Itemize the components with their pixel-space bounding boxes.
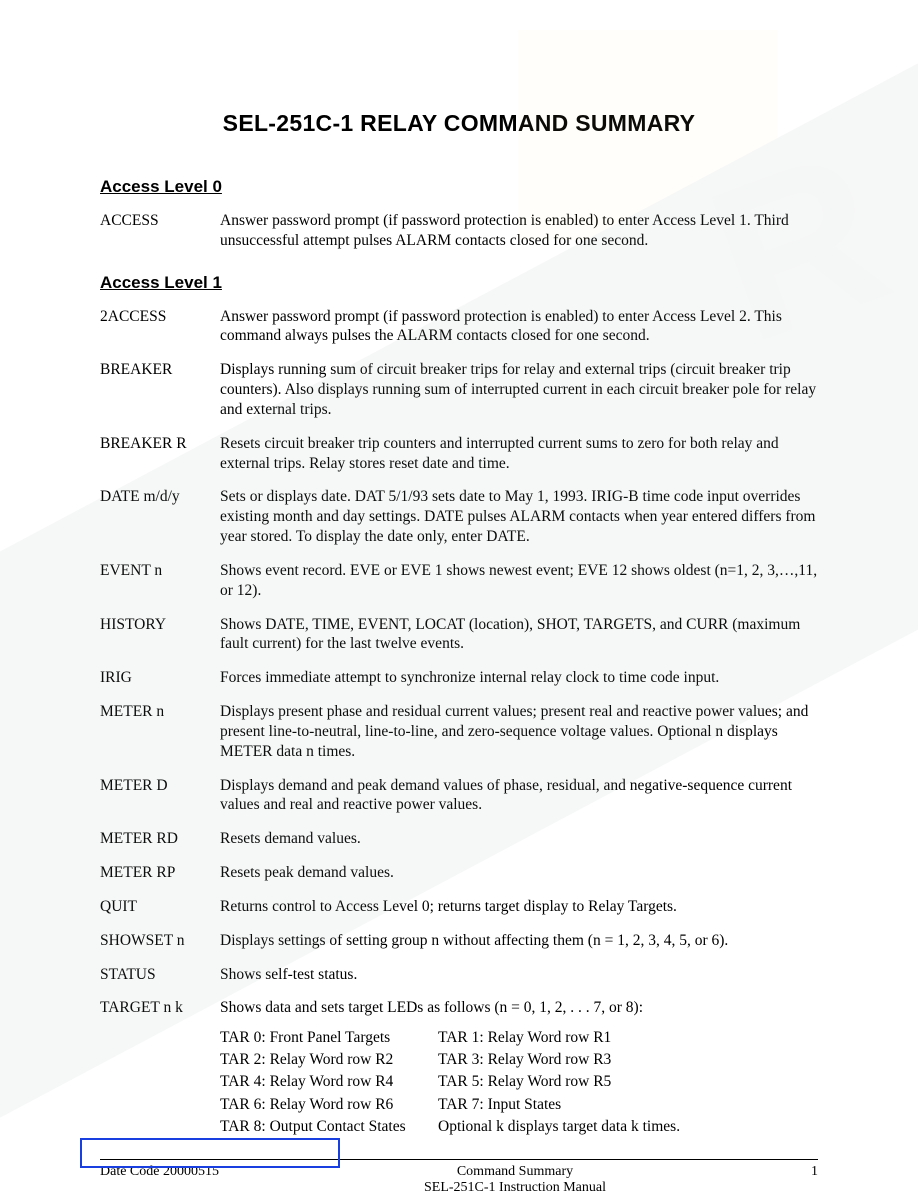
command-name: METER RD: [100, 829, 220, 849]
command-row: DATE m/d/ySets or displays date. DAT 5/1…: [100, 487, 818, 546]
command-name: BREAKER: [100, 360, 220, 419]
command-name: STATUS: [100, 965, 220, 985]
target-grid-cell: TAR 5: Relay Word row R5: [438, 1072, 818, 1092]
command-name: METER RP: [100, 863, 220, 883]
command-row: 2ACCESSAnswer password prompt (if passwo…: [100, 307, 818, 347]
command-name: BREAKER R: [100, 434, 220, 474]
section-header: Access Level 0: [100, 177, 818, 197]
command-row: IRIGForces immediate attempt to synchron…: [100, 668, 818, 688]
command-description: Shows event record. EVE or EVE 1 shows n…: [220, 561, 818, 601]
command-description: Shows data and sets target LEDs as follo…: [220, 998, 818, 1137]
target-grid-cell: TAR 7: Input States: [438, 1095, 818, 1115]
command-description: Resets demand values.: [220, 829, 818, 849]
command-description: Resets peak demand values.: [220, 863, 818, 883]
command-description: Resets circuit breaker trip counters and…: [220, 434, 818, 474]
command-description: Displays running sum of circuit breaker …: [220, 360, 818, 419]
command-description: Answer password prompt (if password prot…: [220, 211, 818, 251]
command-description: Displays settings of setting group n wit…: [220, 931, 818, 951]
page-title: SEL-251C-1 RELAY COMMAND SUMMARY: [100, 110, 818, 137]
command-row: METER DDisplays demand and peak demand v…: [100, 776, 818, 816]
target-grid-cell: TAR 1: Relay Word row R1: [438, 1028, 818, 1048]
command-name: IRIG: [100, 668, 220, 688]
command-row: ACCESSAnswer password prompt (if passwor…: [100, 211, 818, 251]
command-row: HISTORYShows DATE, TIME, EVENT, LOCAT (l…: [100, 615, 818, 655]
annotation-box: [80, 1138, 340, 1168]
command-name: SHOWSET n: [100, 931, 220, 951]
command-name: HISTORY: [100, 615, 220, 655]
section-header: Access Level 1: [100, 273, 818, 293]
document-page: R SEL-251C-1 RELAY COMMAND SUMMARY Acces…: [0, 0, 918, 1188]
command-row: METER nDisplays present phase and residu…: [100, 702, 818, 761]
sections-container: Access Level 0ACCESSAnswer password prom…: [100, 177, 818, 1137]
footer-center: Command Summary SEL-251C-1 Instruction M…: [219, 1164, 811, 1196]
command-description: Answer password prompt (if password prot…: [220, 307, 818, 347]
command-description: Shows self-test status.: [220, 965, 818, 985]
target-grid: TAR 0: Front Panel Targets TAR 1: Relay W…: [220, 1028, 818, 1137]
command-name: ACCESS: [100, 211, 220, 251]
command-name: METER D: [100, 776, 220, 816]
command-description: Shows DATE, TIME, EVENT, LOCAT (location…: [220, 615, 818, 655]
command-name: TARGET n k: [100, 998, 220, 1137]
command-description: Returns control to Access Level 0; retur…: [220, 897, 818, 917]
command-description: Displays demand and peak demand values o…: [220, 776, 818, 816]
command-row: METER RPResets peak demand values.: [100, 863, 818, 883]
footer-right: 1: [811, 1164, 818, 1180]
target-grid-cell: Optional k displays target data k times.: [438, 1117, 818, 1137]
target-grid-cell: TAR 3: Relay Word row R3: [438, 1050, 818, 1070]
command-row: QUITReturns control to Access Level 0; r…: [100, 897, 818, 917]
command-row: BREAKER RResets circuit breaker trip cou…: [100, 434, 818, 474]
command-row: BREAKERDisplays running sum of circuit b…: [100, 360, 818, 419]
target-grid-cell: TAR 4: Relay Word row R4: [220, 1072, 430, 1092]
command-name: QUIT: [100, 897, 220, 917]
command-name: DATE m/d/y: [100, 487, 220, 546]
command-row: METER RDResets demand values.: [100, 829, 818, 849]
footer: Date Code 20000515 Command Summary SEL-2…: [100, 1164, 818, 1196]
command-row: SHOWSET nDisplays settings of setting gr…: [100, 931, 818, 951]
command-row: STATUSShows self-test status.: [100, 965, 818, 985]
command-name: EVENT n: [100, 561, 220, 601]
target-grid-cell: TAR 8: Output Contact States: [220, 1117, 430, 1137]
command-description: Forces immediate attempt to synchronize …: [220, 668, 818, 688]
command-description: Sets or displays date. DAT 5/1/93 sets d…: [220, 487, 818, 546]
command-name: METER n: [100, 702, 220, 761]
command-description: Displays present phase and residual curr…: [220, 702, 818, 761]
command-name: 2ACCESS: [100, 307, 220, 347]
command-row: EVENT nShows event record. EVE or EVE 1 …: [100, 561, 818, 601]
command-row: TARGET n kShows data and sets target LED…: [100, 998, 818, 1137]
target-grid-cell: TAR 6: Relay Word row R6: [220, 1095, 430, 1115]
target-grid-cell: TAR 0: Front Panel Targets: [220, 1028, 430, 1048]
target-grid-cell: TAR 2: Relay Word row R2: [220, 1050, 430, 1070]
